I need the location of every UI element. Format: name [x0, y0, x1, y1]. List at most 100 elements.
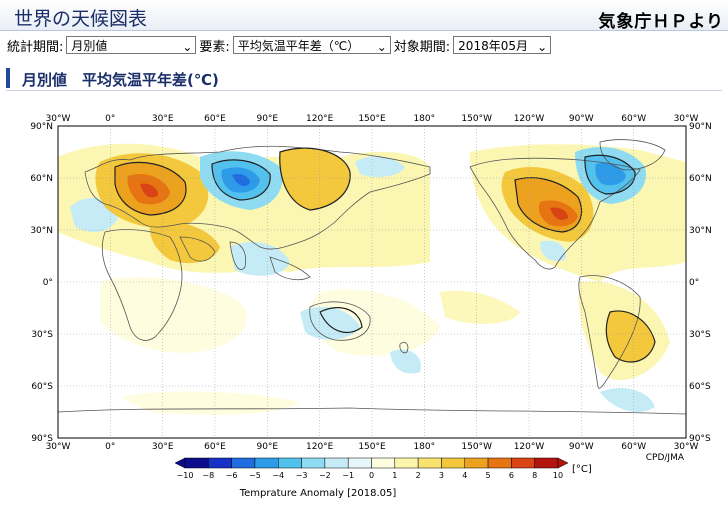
colorbar-tick-label: 10 — [553, 471, 563, 480]
colorbar-tick-label: 6 — [509, 471, 514, 480]
colorbar-swatch — [278, 457, 302, 469]
credit-label: CPD/JMA — [646, 453, 685, 463]
lon-label: 120°E — [306, 114, 334, 124]
lon-label: 30°W — [674, 114, 699, 124]
contour-lines — [114, 147, 656, 363]
lon-label: 180° — [413, 114, 435, 124]
latitude-labels-left: 90°N 60°N 30°N 0° 30°S 60°S 90°S — [30, 122, 53, 444]
colorbar-swatch — [511, 457, 535, 469]
colorbar-swatch — [371, 457, 396, 469]
lat-label: 30°N — [30, 226, 53, 236]
colorbar-tick-label: −2 — [319, 471, 331, 480]
lon-label: 90°W — [569, 442, 594, 452]
colorbar-swatch — [184, 457, 209, 469]
colorbar-swatch — [534, 457, 559, 469]
colorbar-swatch — [324, 457, 349, 469]
lon-label: 30°W — [674, 442, 699, 452]
anomaly-map: 30°W 0° 30°E 60°E 90°E 120°E 150°E 180° … — [30, 114, 712, 499]
lat-label: 90°S — [31, 434, 53, 444]
page-title: 世界の天候図表 — [14, 8, 148, 30]
target-period-select[interactable]: 2018年05月 ⌄ — [453, 36, 552, 54]
anomaly-map-figure: 30°W 0° 30°E 60°E 90°E 120°E 150°E 180° … — [0, 112, 728, 504]
colorbar-tick-label: 0 — [369, 471, 374, 480]
lat-label: 30°N — [689, 226, 712, 236]
lat-label: 30°S — [31, 330, 53, 340]
lon-label: 0° — [105, 114, 115, 124]
lon-label: 180° — [413, 442, 435, 452]
colorbar-unit: [°C] — [572, 464, 592, 475]
colorbar-swatch — [347, 457, 372, 469]
colorbar-tick-label: −3 — [296, 471, 308, 480]
lat-label: 60°S — [689, 382, 711, 392]
lon-label: 150°W — [461, 442, 492, 452]
element-label: 要素: — [199, 39, 230, 55]
colorbar-swatch — [208, 457, 232, 469]
lon-label: 60°W — [621, 442, 646, 452]
lon-label: 120°E — [306, 442, 334, 452]
target-period-value: 2018年05月 — [458, 39, 528, 53]
longitude-labels-top: 30°W 0° 30°E 60°E 90°E 120°E 150°E 180° … — [46, 114, 699, 124]
graticule — [58, 126, 686, 438]
lon-label: 30°W — [46, 442, 71, 452]
lat-label: 60°N — [30, 174, 53, 184]
longitude-labels-bottom: 30°W 0° 30°E 60°E 90°E 120°E 150°E 180° … — [46, 442, 699, 452]
stat-period-select[interactable]: 月別値 ⌄ — [66, 36, 197, 54]
colorbar-swatch — [464, 457, 489, 469]
stat-period-label: 統計期間: — [7, 39, 64, 55]
colorbar-tick-label: 5 — [486, 471, 491, 480]
colorbar-tick-label: 1 — [392, 471, 397, 480]
colorbar-swatch — [231, 457, 256, 469]
colorbar-max-arrow — [557, 457, 569, 469]
element-value: 平均気温平年差（℃） — [237, 39, 360, 53]
colorbar-tick-label: −1 — [342, 471, 354, 480]
colorbar-tick-label: 3 — [439, 471, 444, 480]
latitude-labels-right: 90°N 60°N 30°N 0° 30°S 60°S 90°S — [689, 122, 712, 444]
lat-label: 90°N — [30, 122, 53, 132]
colorbar-ticks: −10 −8 −6 −5 −4 −3 −2 −1 0 1 2 3 4 5 6 8 10 — [177, 471, 564, 480]
map-frame — [57, 125, 687, 439]
colorbar-swatch — [487, 457, 512, 469]
lat-label: 30°S — [689, 330, 711, 340]
section-title: 月別値 平均気温平年差(℃) — [22, 71, 219, 89]
chevron-down-icon: ⌄ — [182, 40, 193, 54]
lat-label: 60°N — [689, 174, 712, 184]
lat-label: 90°S — [689, 434, 711, 444]
element-select[interactable]: 平均気温平年差（℃） ⌄ — [232, 36, 391, 54]
colorbar-tick-label: −5 — [249, 471, 261, 480]
lon-label: 120°W — [514, 114, 545, 124]
lon-label: 60°E — [204, 114, 226, 124]
chevron-down-icon: ⌄ — [376, 40, 387, 54]
lon-label: 150°E — [358, 442, 386, 452]
lon-label: 120°W — [514, 442, 545, 452]
coastlines — [58, 139, 686, 415]
jma-homepage-link[interactable]: 気象庁ＨＰより — [598, 12, 724, 32]
lon-label: 90°E — [256, 442, 278, 452]
colorbar-tick-label: −10 — [177, 471, 194, 480]
lon-label: 30°W — [46, 114, 71, 124]
colorbar-swatch — [394, 457, 419, 469]
lon-label: 30°E — [152, 442, 174, 452]
lon-label: 0° — [105, 442, 115, 452]
lon-label: 150°W — [461, 114, 492, 124]
colorbar-tick-label: −6 — [226, 471, 238, 480]
title-bar: 世界の天候図表 気象庁ＨＰより — [0, 0, 728, 32]
lon-label: 60°W — [621, 114, 646, 124]
colorbar-swatch — [441, 457, 465, 469]
colorbar-tick-label: −4 — [272, 471, 284, 480]
colorbar-tick-label: 8 — [532, 471, 537, 480]
chevron-down-icon: ⌄ — [537, 40, 548, 54]
colorbar-swatch — [301, 457, 326, 469]
lat-label: 90°N — [689, 122, 712, 132]
colorbar-tick-label: 4 — [462, 471, 467, 480]
stat-period-value: 月別値 — [71, 39, 108, 53]
lon-label: 30°E — [152, 114, 174, 124]
colorbar — [174, 457, 569, 469]
colorbar-caption: Temprature Anomaly [2018.05] — [239, 488, 397, 499]
colorbar-swatch — [254, 457, 279, 469]
section-header: 月別値 平均気温平年差(℃) — [6, 66, 722, 91]
target-period-label: 対象期間: — [393, 39, 451, 55]
controls-row: 統計期間: 月別値 ⌄ 要素: 平均気温平年差（℃） ⌄ 対象期間: 2018年… — [4, 35, 552, 55]
lon-label: 90°E — [256, 114, 278, 124]
section-accent-bar — [6, 68, 10, 88]
colorbar-min-arrow — [174, 457, 186, 469]
